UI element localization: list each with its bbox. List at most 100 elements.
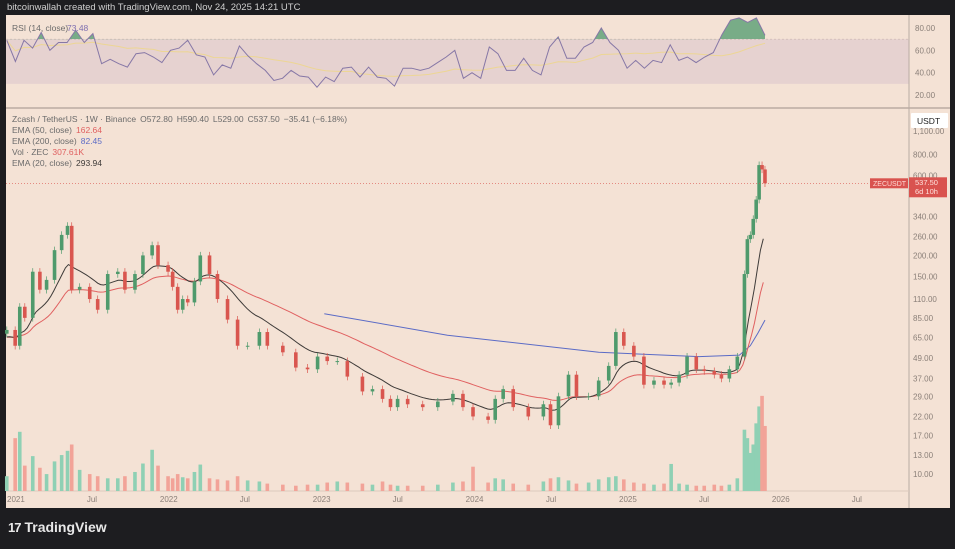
- price-axis-tick: 49.00: [913, 354, 934, 363]
- candle-body: [77, 286, 82, 290]
- candle: [281, 342, 285, 357]
- price-axis-tick: 200.00: [913, 251, 938, 260]
- legend-volume-value: 307.61K: [52, 147, 84, 157]
- candle-body: [669, 382, 673, 385]
- candle-body: [677, 374, 681, 383]
- candle-body: [335, 361, 340, 363]
- candle: [370, 385, 375, 396]
- candle-body: [22, 306, 27, 318]
- rsi-ma-line: [6, 39, 766, 77]
- candle-body: [757, 165, 761, 200]
- rsi-axis-tick: 80.00: [915, 24, 936, 33]
- candle: [677, 371, 681, 387]
- candle-body: [166, 265, 170, 272]
- volume-bar: [486, 482, 490, 491]
- time-axis-tick: Jul: [699, 495, 709, 504]
- candle: [763, 165, 767, 188]
- volume-bar: [105, 478, 110, 491]
- currency-label[interactable]: USDT: [917, 116, 940, 126]
- volume-bar: [257, 481, 262, 491]
- candle: [436, 397, 440, 411]
- candle: [742, 270, 747, 361]
- legend-open: O572.80: [140, 114, 173, 124]
- candle-body: [395, 398, 400, 408]
- volume-bar: [156, 465, 160, 491]
- legend-ema200-value: 82.45: [81, 136, 103, 146]
- candle-body: [727, 369, 732, 379]
- candle: [754, 196, 758, 223]
- volume-bar: [123, 476, 127, 491]
- candle-body: [652, 380, 656, 385]
- candle: [335, 357, 340, 365]
- volume-bar: [265, 483, 270, 491]
- volume-bar: [13, 438, 17, 491]
- volume-bar: [335, 481, 340, 491]
- volume-bar: [471, 466, 475, 491]
- candle: [471, 403, 475, 421]
- price-axis-tick: 17.00: [913, 431, 934, 440]
- candle: [13, 326, 17, 350]
- candle-body: [501, 389, 505, 399]
- candle: [59, 231, 64, 254]
- candle-body: [44, 279, 49, 290]
- candle: [405, 395, 410, 409]
- candle-body: [123, 271, 127, 290]
- time-axis-tick: Jul: [393, 495, 403, 504]
- candle-body: [548, 404, 553, 426]
- legend-ema50-name: EMA (50, close): [12, 125, 72, 135]
- candle: [192, 277, 197, 307]
- volume-bar: [548, 478, 553, 491]
- candle-body: [451, 393, 455, 402]
- volume-bar: [180, 477, 185, 491]
- candle-body: [69, 225, 74, 290]
- candle: [141, 251, 145, 278]
- candle-body: [175, 286, 180, 310]
- volume-bar: [501, 479, 505, 491]
- candle-body: [493, 398, 498, 420]
- tradingview-logo[interactable]: 17 TradingView: [8, 519, 107, 535]
- volume-bar: [65, 450, 70, 491]
- volume-bar: [596, 479, 601, 491]
- volume-bar: [669, 463, 673, 491]
- candle-body: [141, 255, 145, 275]
- time-axis-tick: 2022: [160, 495, 178, 504]
- candle-body: [471, 407, 475, 417]
- candle-body: [566, 374, 571, 397]
- time-axis-tick: Jul: [240, 495, 250, 504]
- time-axis-tick: Jul: [852, 495, 862, 504]
- rsi-legend-value: 73.48: [67, 23, 89, 33]
- volume-bar: [754, 423, 758, 491]
- candle-body: [225, 299, 230, 320]
- candle-body: [265, 332, 270, 346]
- candle: [225, 295, 230, 324]
- candle-body: [541, 404, 546, 417]
- main-legend: Zcash / TetherUS · 1W · Binance O572.80 H5…: [12, 114, 347, 168]
- time-axis-tick: 2023: [313, 495, 331, 504]
- candle: [757, 161, 761, 204]
- volume-bar: [763, 425, 767, 491]
- time-axis-tick: 2025: [619, 495, 637, 504]
- volume-bar: [325, 482, 330, 491]
- candle-body: [719, 374, 724, 379]
- chart-frame: [6, 15, 950, 508]
- candle: [95, 295, 100, 314]
- ema-20-line: [6, 238, 764, 411]
- candle-body: [150, 245, 154, 256]
- legend-high: H590.40: [177, 114, 209, 124]
- candle-body: [257, 332, 262, 346]
- candle: [22, 303, 27, 322]
- candle: [207, 251, 212, 278]
- time-axis-tick: Jul: [546, 495, 556, 504]
- ema-200-line: [324, 313, 766, 358]
- rsi-pane: RSI (14, close) 73.48 80.00 60.00 40.00 20.…: [6, 17, 936, 100]
- currency-button[interactable]: USDT: [911, 113, 948, 128]
- candle: [395, 395, 400, 411]
- volume-bar: [461, 481, 465, 491]
- candle-body: [760, 165, 764, 170]
- candle: [541, 400, 546, 421]
- candle-body: [622, 332, 626, 346]
- candle-body: [486, 416, 490, 420]
- volume-bar: [141, 463, 145, 491]
- svg-text:EMA (200, close)82.45: EMA (200, close) 82.45: [12, 136, 102, 146]
